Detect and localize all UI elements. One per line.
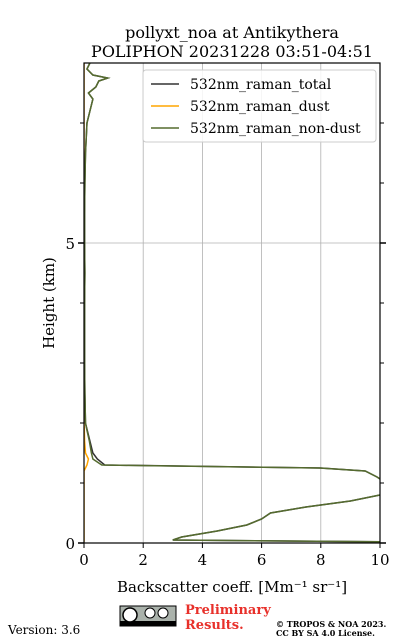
legend-label: 532nm_raman_dust (190, 99, 330, 115)
y-tick-label: 0 (65, 535, 75, 553)
chart-subtitle: POLIPHON 20231228 03:51-04:51 (91, 42, 373, 61)
y-axis-label: Height (km) (40, 257, 58, 349)
preliminary: Preliminary (185, 603, 271, 618)
license: CC BY SA 4.0 License. (276, 628, 375, 638)
plot-frame (83, 62, 381, 544)
x-tick-label: 2 (138, 551, 148, 569)
legend-label: 532nm_raman_total (190, 77, 332, 93)
x-tick-label: 0 (79, 551, 89, 569)
x-tick-label: 6 (257, 551, 267, 569)
results: Results. (185, 618, 244, 633)
x-tick-label: 4 (198, 551, 208, 569)
cc-logo (119, 605, 177, 627)
x-tick-label: 8 (316, 551, 326, 569)
legend-label: 532nm_raman_non-dust (190, 121, 361, 137)
profile-line (84, 63, 380, 543)
y-tick-label: 5 (65, 235, 75, 253)
chart-title: pollyxt_noa at Antikythera (125, 23, 339, 42)
x-tick-label: 10 (370, 551, 389, 569)
version: Version: 3.6 (7, 623, 80, 637)
x-axis-label: Backscatter coeff. [Mm⁻¹ sr⁻¹] (117, 578, 347, 596)
legend-box (142, 69, 377, 143)
copyright: © TROPOS & NOA 2023. (276, 619, 386, 629)
